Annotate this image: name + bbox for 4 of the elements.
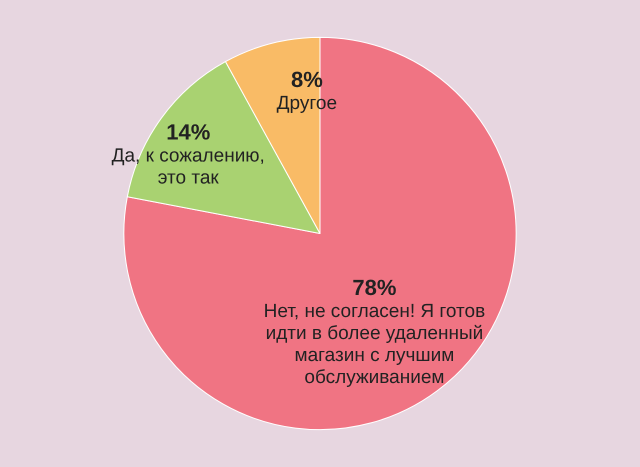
data-label: 78% — [352, 274, 396, 300]
slice-label: Да, к сожалению, это так — [112, 146, 265, 189]
slice-label: Нет, не согласен! Я готов идти в более удаленный магазин с лучшим обслуживанием — [264, 300, 486, 388]
data-label: 14% — [166, 120, 210, 145]
